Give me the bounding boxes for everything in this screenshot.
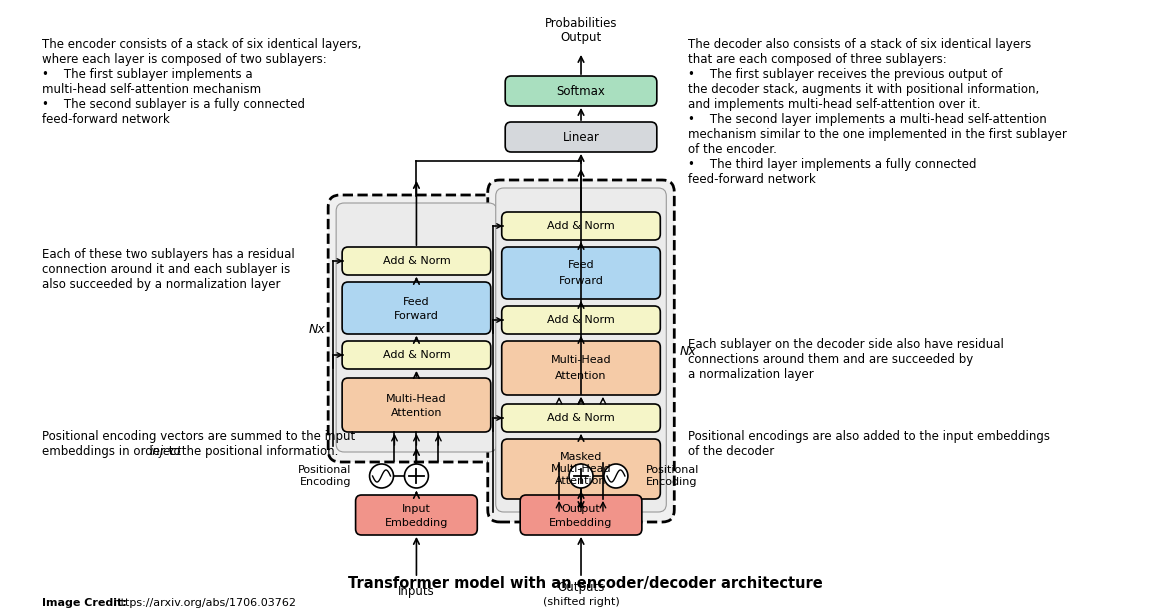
Text: connections around them and are succeeded by: connections around them and are succeede… — [689, 353, 974, 366]
Text: Attention: Attention — [556, 476, 606, 486]
FancyBboxPatch shape — [502, 212, 660, 240]
FancyBboxPatch shape — [502, 341, 660, 395]
Text: Output: Output — [562, 504, 600, 514]
FancyBboxPatch shape — [521, 495, 642, 535]
Circle shape — [604, 464, 627, 488]
Text: embeddings in order to: embeddings in order to — [42, 445, 184, 458]
Text: Embedding: Embedding — [550, 518, 612, 528]
Text: https://arxiv.org/abs/1706.03762: https://arxiv.org/abs/1706.03762 — [109, 598, 296, 608]
Text: Forward: Forward — [558, 276, 604, 286]
Text: Linear: Linear — [563, 131, 599, 144]
Text: Positional
Encoding: Positional Encoding — [646, 465, 699, 487]
Text: that are each composed of three sublayers:: that are each composed of three sublayer… — [689, 53, 947, 66]
Text: Input: Input — [402, 504, 431, 514]
Text: •    The second layer implements a multi-head self-attention: • The second layer implements a multi-he… — [689, 113, 1047, 126]
Circle shape — [569, 464, 593, 488]
Text: the decoder stack, augments it with positional information,: the decoder stack, augments it with posi… — [689, 83, 1040, 96]
Circle shape — [404, 464, 429, 488]
Text: (shifted right): (shifted right) — [543, 597, 619, 607]
Text: Each sublayer on the decoder side also have residual: Each sublayer on the decoder side also h… — [689, 338, 1005, 351]
Text: Positional
Encoding: Positional Encoding — [298, 465, 351, 487]
FancyBboxPatch shape — [502, 439, 660, 499]
Text: of the decoder: of the decoder — [689, 445, 774, 458]
Text: the positional information.: the positional information. — [177, 445, 338, 458]
FancyBboxPatch shape — [356, 495, 477, 535]
Text: feed-forward network: feed-forward network — [42, 113, 169, 126]
Text: Embedding: Embedding — [384, 518, 448, 528]
Text: Transformer model with an encoder/decoder architecture: Transformer model with an encoder/decode… — [348, 576, 822, 591]
Text: •    The third layer implements a fully connected: • The third layer implements a fully con… — [689, 158, 976, 171]
FancyBboxPatch shape — [342, 378, 491, 432]
Text: Add & Norm: Add & Norm — [548, 221, 615, 231]
FancyBboxPatch shape — [342, 247, 491, 275]
Text: •    The first sublayer implements a: • The first sublayer implements a — [42, 68, 253, 81]
Text: Add & Norm: Add & Norm — [383, 256, 450, 266]
Text: Each of these two sublayers has a residual: Each of these two sublayers has a residu… — [42, 248, 295, 261]
Text: The decoder also consists of a stack of six identical layers: The decoder also consists of a stack of … — [689, 38, 1032, 51]
Text: Masked: Masked — [559, 452, 603, 462]
FancyBboxPatch shape — [328, 195, 505, 462]
Text: inject: inject — [149, 445, 182, 458]
FancyBboxPatch shape — [488, 180, 674, 522]
Text: mechanism similar to the one implemented in the first sublayer: mechanism similar to the one implemented… — [689, 128, 1067, 141]
Text: Feed: Feed — [403, 297, 430, 307]
Text: Image Credit:: Image Credit: — [42, 598, 127, 608]
Text: Attention: Attention — [556, 371, 606, 381]
Text: feed-forward network: feed-forward network — [689, 173, 815, 186]
Text: a normalization layer: a normalization layer — [689, 368, 814, 381]
Text: Nx: Nx — [679, 344, 696, 357]
Text: multi-head self-attention mechanism: multi-head self-attention mechanism — [42, 83, 261, 96]
Text: also succeeded by a normalization layer: also succeeded by a normalization layer — [42, 278, 281, 291]
Text: Multi-Head: Multi-Head — [387, 394, 447, 404]
Text: Nx: Nx — [308, 323, 325, 336]
Text: Probabilities: Probabilities — [545, 17, 617, 30]
Text: Inputs: Inputs — [398, 585, 435, 599]
FancyBboxPatch shape — [496, 188, 666, 512]
Text: where each layer is composed of two sublayers:: where each layer is composed of two subl… — [42, 53, 327, 66]
FancyBboxPatch shape — [502, 247, 660, 299]
Text: Multi-Head: Multi-Head — [551, 464, 611, 474]
FancyBboxPatch shape — [505, 76, 657, 106]
FancyBboxPatch shape — [336, 203, 497, 452]
Text: Forward: Forward — [394, 311, 439, 321]
FancyBboxPatch shape — [342, 282, 491, 334]
FancyBboxPatch shape — [502, 404, 660, 432]
Text: Positional encoding vectors are summed to the input: Positional encoding vectors are summed t… — [42, 430, 355, 443]
Text: of the encoder.: of the encoder. — [689, 143, 777, 156]
Text: The encoder consists of a stack of six identical layers,: The encoder consists of a stack of six i… — [42, 38, 361, 51]
Circle shape — [370, 464, 394, 488]
Text: Add & Norm: Add & Norm — [383, 350, 450, 360]
Text: •    The second sublayer is a fully connected: • The second sublayer is a fully connect… — [42, 98, 304, 111]
Text: Output: Output — [560, 31, 602, 44]
FancyBboxPatch shape — [502, 306, 660, 334]
Text: Outputs: Outputs — [557, 582, 605, 594]
Text: Add & Norm: Add & Norm — [548, 315, 615, 325]
FancyBboxPatch shape — [505, 122, 657, 152]
Text: Feed: Feed — [568, 260, 595, 270]
FancyBboxPatch shape — [342, 341, 491, 369]
Text: Multi-Head: Multi-Head — [551, 355, 611, 365]
Text: Add & Norm: Add & Norm — [548, 413, 615, 423]
Text: and implements multi-head self-attention over it.: and implements multi-head self-attention… — [689, 98, 981, 111]
Text: connection around it and each sublayer is: connection around it and each sublayer i… — [42, 263, 290, 276]
Text: Attention: Attention — [390, 408, 442, 418]
Text: Softmax: Softmax — [557, 84, 605, 97]
Text: •    The first sublayer receives the previous output of: • The first sublayer receives the previo… — [689, 68, 1002, 81]
Text: Positional encodings are also added to the input embeddings: Positional encodings are also added to t… — [689, 430, 1050, 443]
